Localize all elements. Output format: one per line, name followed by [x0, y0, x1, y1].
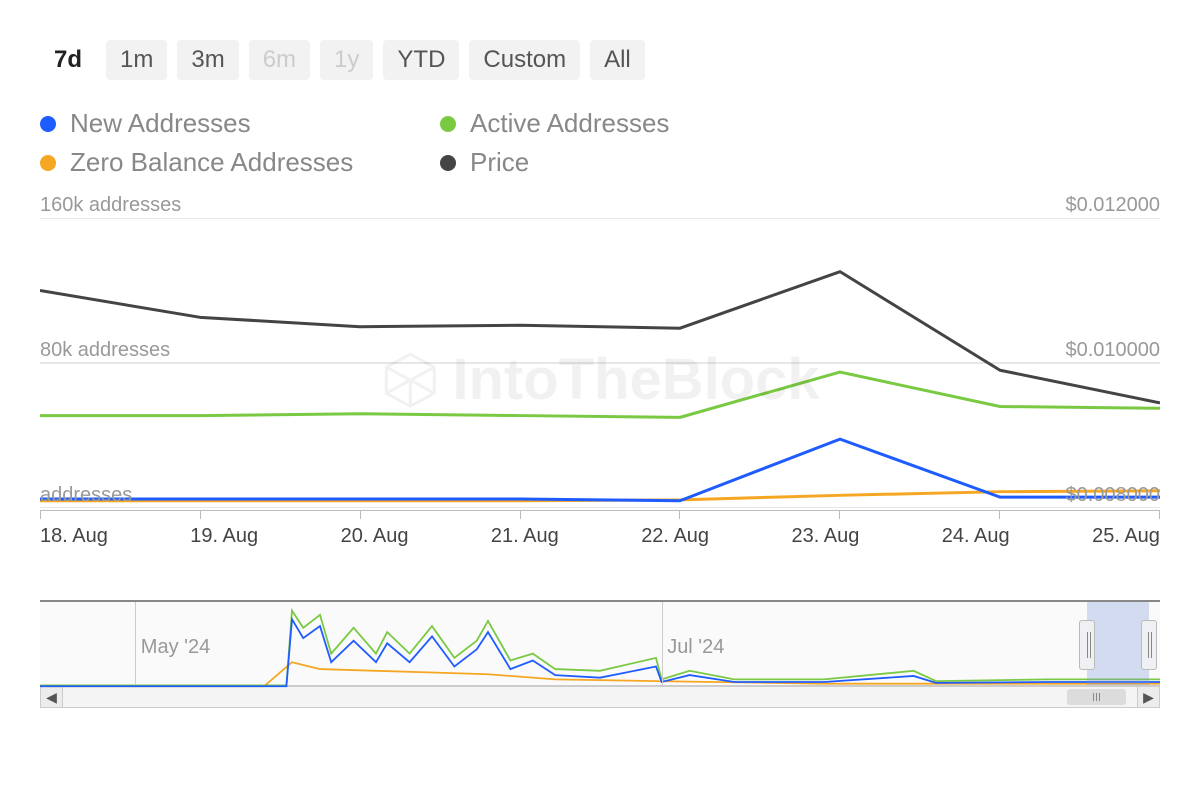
scroll-right-button[interactable]: ▶	[1137, 687, 1159, 707]
main-chart: IntoTheBlock 160k addresses80k addresses…	[40, 218, 1160, 548]
tab-all[interactable]: All	[590, 40, 645, 80]
legend-label: New Addresses	[70, 108, 251, 139]
navigator-month-label: May '24	[141, 636, 210, 659]
navigator[interactable]: May '24 Jul '24	[40, 600, 1160, 686]
tab-custom[interactable]: Custom	[469, 40, 580, 80]
y-left-label: 80k addresses	[40, 339, 170, 362]
y-right-label: $0.012000	[1065, 194, 1160, 217]
tab-1m[interactable]: 1m	[106, 40, 167, 80]
navigator-window[interactable]	[1087, 602, 1149, 685]
scroll-track[interactable]	[63, 687, 1137, 707]
x-axis-label: 19. Aug	[190, 525, 258, 548]
scroll-thumb[interactable]	[1067, 689, 1126, 705]
navigator-month-label: Jul '24	[667, 636, 724, 659]
tab-7d[interactable]: 7d	[40, 40, 96, 80]
legend-label: Active Addresses	[470, 108, 669, 139]
tab-6m: 6m	[249, 40, 310, 80]
navigator-handle-right[interactable]	[1141, 620, 1157, 670]
navigator-scrollbar[interactable]: ◀ ▶	[40, 686, 1160, 708]
legend-dot-icon	[40, 155, 56, 171]
y-right-label: $0.010000	[1065, 339, 1160, 362]
legend-active_addresses[interactable]: Active Addresses	[440, 108, 840, 139]
x-axis-label: 22. Aug	[641, 525, 709, 548]
legend-zero_balance[interactable]: Zero Balance Addresses	[40, 147, 440, 178]
y-right-label: $0.008000	[1065, 484, 1160, 507]
x-axis-label: 25. Aug	[1092, 525, 1160, 548]
scroll-left-button[interactable]: ◀	[41, 687, 63, 707]
x-axis-label: 20. Aug	[341, 525, 409, 548]
tab-1y: 1y	[320, 40, 373, 80]
legend-dot-icon	[440, 116, 456, 132]
legend-dot-icon	[440, 155, 456, 171]
legend-label: Price	[470, 147, 529, 178]
navigator-handle-left[interactable]	[1079, 620, 1095, 670]
y-left-label: addresses	[40, 484, 132, 507]
y-left-label: 160k addresses	[40, 194, 181, 217]
tab-3m[interactable]: 3m	[177, 40, 238, 80]
x-axis-label: 23. Aug	[791, 525, 859, 548]
legend-label: Zero Balance Addresses	[70, 147, 353, 178]
tab-ytd[interactable]: YTD	[383, 40, 459, 80]
x-axis-label: 21. Aug	[491, 525, 559, 548]
legend-dot-icon	[40, 116, 56, 132]
x-axis-label: 18. Aug	[40, 525, 108, 548]
x-axis-label: 24. Aug	[942, 525, 1010, 548]
legend-new_addresses[interactable]: New Addresses	[40, 108, 440, 139]
legend-price[interactable]: Price	[440, 147, 840, 178]
